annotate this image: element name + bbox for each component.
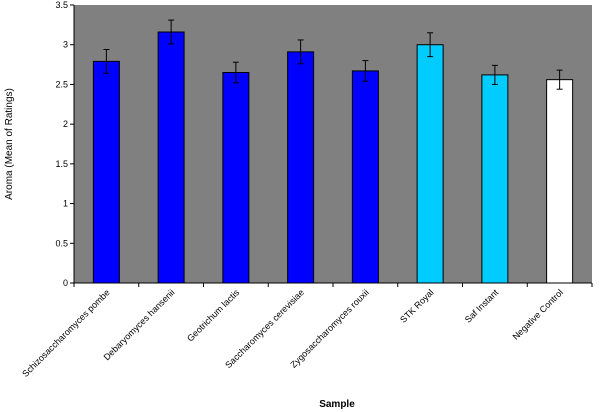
bar: [157, 31, 185, 284]
y-axis-title: Aroma (Mean of Ratings): [4, 88, 15, 200]
y-tick-label: 0.5: [55, 238, 68, 248]
bar: [416, 44, 444, 284]
y-tick-label: 2: [63, 119, 68, 129]
y-tick-label: 3.5: [55, 0, 68, 10]
x-tick-label: Saf Instant: [463, 287, 501, 325]
bar: [481, 74, 509, 284]
plot-area: [74, 5, 592, 283]
bar: [351, 70, 379, 284]
bar: [222, 72, 250, 284]
bar: [546, 79, 574, 284]
x-tick-label: Negative Control: [511, 287, 565, 341]
bar: [287, 51, 315, 284]
y-tick-label: 3: [63, 40, 68, 50]
error-bars-group: [103, 19, 563, 90]
bars-group: [92, 31, 574, 284]
x-tick-label: Schizosaccharomyces pombe: [20, 287, 112, 379]
y-tick-label: 2.5: [55, 79, 68, 89]
x-tick-label: Geotrichum lactis: [185, 287, 242, 344]
x-tick-label: Debaryomyces hansenii: [102, 287, 177, 362]
y-tick-label: 1.5: [55, 159, 68, 169]
x-axis-title: Sample: [319, 399, 355, 410]
y-tick-label: 1: [63, 199, 68, 209]
bar: [92, 60, 120, 284]
y-tick-label: 0: [63, 278, 68, 288]
x-tick-label: STK Royal: [398, 287, 435, 324]
